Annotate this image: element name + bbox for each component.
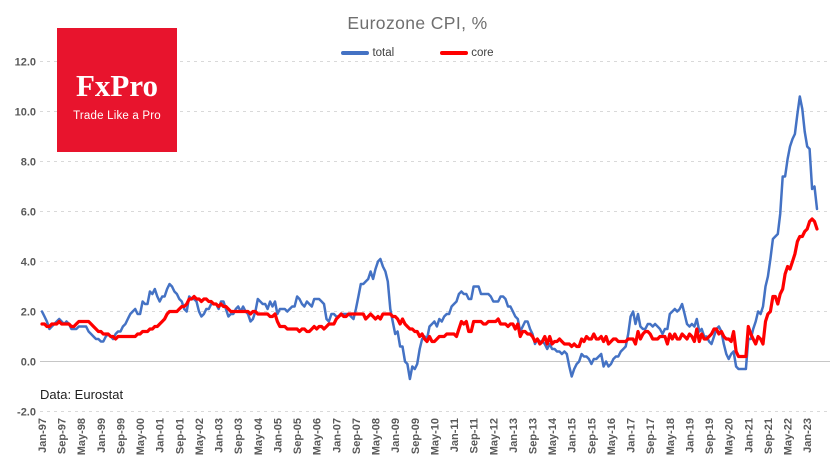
x-tick-label: Jan-09: [390, 418, 402, 453]
chart-legend: total core: [0, 47, 835, 59]
y-tick-label: 0.0: [21, 357, 36, 369]
x-tick-label: Jan-19: [684, 418, 696, 453]
x-tick-label: Jan-11: [449, 418, 461, 452]
x-tick-label: May-04: [253, 417, 265, 455]
y-tick-label: 6.0: [21, 207, 36, 219]
x-tick-label: Sep-05: [292, 418, 304, 454]
x-tick-label: Jan-23: [802, 418, 814, 453]
x-tick-label: May-10: [429, 418, 441, 455]
x-tick-label: Jan-13: [508, 418, 520, 453]
legend-label-total: total: [372, 47, 395, 59]
x-tick-label: May-02: [194, 418, 206, 455]
x-tick-label: Sep-03: [233, 418, 245, 454]
fxpro-logo: FxPro Trade Like a Pro: [57, 28, 177, 152]
x-tick-label: Sep-09: [410, 418, 422, 454]
y-tick-label: 10.0: [15, 107, 36, 119]
x-tick-label: May-98: [76, 418, 88, 455]
x-tick-label: Jan-07: [331, 418, 343, 453]
x-tick-label: May-22: [783, 418, 795, 455]
x-tick-label: May-18: [665, 418, 677, 455]
x-tick-label: Jan-03: [214, 418, 226, 453]
y-tick-label: 12.0: [15, 57, 36, 69]
x-tick-label: May-06: [312, 418, 324, 455]
core-line-swatch: [440, 51, 469, 55]
x-tick-label: Jan-01: [155, 418, 167, 453]
legend-item-total: total: [341, 47, 394, 59]
x-tick-label: Jan-15: [567, 418, 579, 453]
x-tick-label: Sep-99: [115, 418, 127, 454]
x-tick-label: Jan-97: [37, 418, 49, 453]
x-tick-label: May-14: [547, 417, 559, 455]
x-tick-label: Jan-17: [626, 418, 638, 453]
x-tick-label: May-08: [371, 418, 383, 455]
series-line-core: [40, 217, 819, 359]
source-note: Data: Eurostat: [40, 387, 124, 402]
legend-label-core: core: [471, 47, 494, 59]
x-tick-label: Sep-17: [645, 418, 657, 454]
x-tick-label: Sep-07: [351, 418, 363, 454]
fxpro-tagline: Trade Like a Pro: [73, 110, 161, 122]
x-tick-label: May-16: [606, 418, 618, 455]
x-tick-label: Jan-99: [96, 418, 108, 453]
x-tick-label: Jan-21: [743, 418, 755, 453]
y-tick-label: 4.0: [21, 257, 36, 269]
x-tick-label: Sep-97: [57, 418, 69, 454]
x-tick-label: Jan-05: [272, 418, 284, 453]
chart-title: Eurozone CPI, %: [347, 13, 488, 33]
x-tick-label: Sep-21: [763, 418, 775, 454]
y-tick-label: -2.0: [17, 407, 36, 419]
x-tick-label: May-12: [488, 418, 500, 455]
x-tick-label: Sep-13: [528, 418, 540, 454]
fxpro-wordmark: FxPro: [75, 68, 159, 103]
x-tick-label: Sep-01: [174, 418, 186, 454]
x-tick-label: Sep-11: [469, 418, 481, 453]
y-tick-label: 8.0: [21, 157, 36, 169]
y-tick-label: 2.0: [21, 307, 36, 319]
series-line-total: [40, 95, 819, 381]
x-tick-label: Sep-15: [586, 418, 598, 454]
legend-item-core: core: [440, 47, 494, 59]
total-line-swatch: [341, 51, 370, 55]
x-tick-label: May-20: [724, 418, 736, 455]
x-tick-label: May-00: [135, 418, 147, 455]
x-tick-label: Sep-19: [704, 418, 716, 454]
